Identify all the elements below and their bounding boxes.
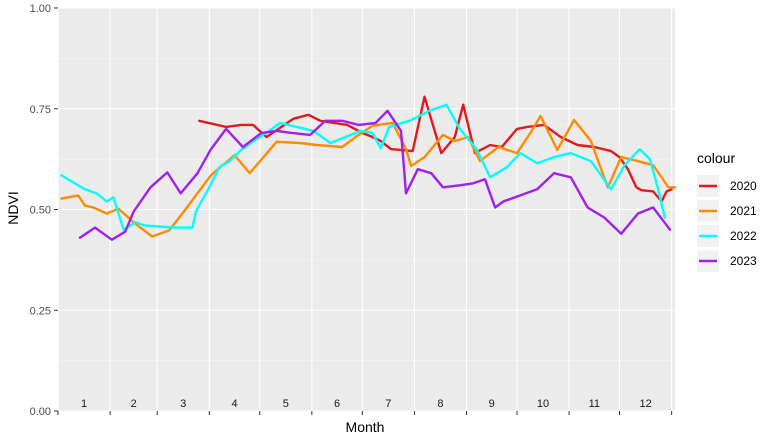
legend-label-2022: 2022 — [730, 229, 757, 243]
month-label: 11 — [589, 398, 600, 410]
month-label: 2 — [131, 398, 137, 410]
month-label: 10 — [537, 398, 549, 410]
legend-label-2023: 2023 — [730, 254, 757, 268]
y-tick-label: 0.25 — [30, 305, 51, 317]
month-label: 9 — [489, 398, 495, 410]
y-tick-label: 1.00 — [30, 3, 51, 15]
series-line-2023 — [78, 109, 672, 241]
y-tick-label: 0.50 — [30, 205, 51, 217]
month-label: 8 — [437, 398, 443, 410]
legend-label-2020: 2020 — [730, 179, 757, 193]
y-tick-label: 0.00 — [30, 406, 51, 418]
legend: colour 2020 2021 2022 2023 — [697, 150, 757, 272]
series-layer — [60, 95, 677, 241]
month-label: 1 — [81, 398, 87, 410]
month-label: 6 — [334, 398, 340, 410]
month-label: 4 — [231, 398, 237, 410]
month-label: 12 — [639, 398, 651, 410]
month-label: 3 — [180, 398, 186, 410]
y-axis-title: NDVI — [5, 191, 21, 224]
series-line-2021 — [60, 114, 677, 238]
legend-title: colour — [697, 150, 735, 166]
axes: 0.000.250.500.751.001 2 3 4 5 6 7 8 9 10 11 12 — [30, 3, 673, 418]
series-line-2022 — [60, 103, 667, 231]
month-label: 5 — [283, 398, 289, 410]
month-label: 7 — [385, 398, 391, 410]
series-line-2020 — [197, 95, 673, 203]
y-tick-label: 0.75 — [30, 104, 51, 116]
legend-label-2021: 2021 — [730, 204, 757, 218]
x-axis-title: Month — [346, 419, 385, 435]
